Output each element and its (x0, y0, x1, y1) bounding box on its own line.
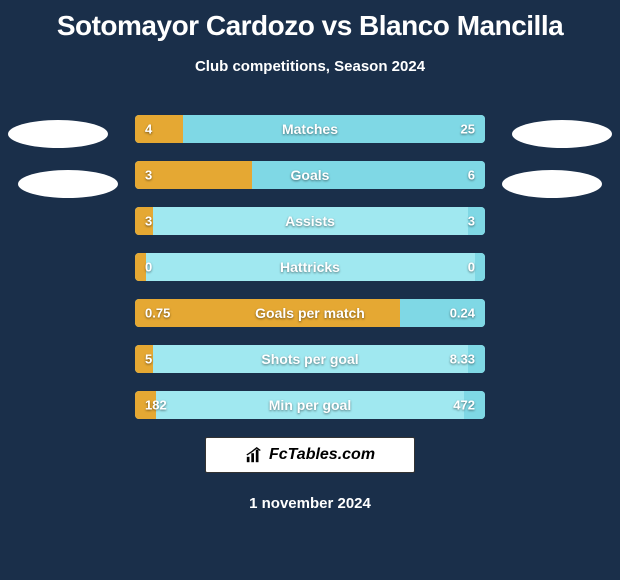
stat-bar: 0 0 Hattricks (135, 253, 485, 281)
bar-value-left: 0 (145, 260, 152, 275)
bar-value-left: 3 (145, 168, 152, 183)
stat-bar: 3 3 Assists (135, 207, 485, 235)
stat-bar: 0.75 0.24 Goals per match (135, 299, 485, 327)
bar-value-right: 0 (468, 260, 475, 275)
bar-value-right: 25 (461, 122, 475, 137)
stat-bar: 182 472 Min per goal (135, 391, 485, 419)
chart-icon (245, 446, 263, 464)
date-text: 1 november 2024 (0, 495, 620, 512)
bar-stat-label: Hattricks (280, 259, 340, 275)
bars-group: 4 25 Matches 3 6 Goals 3 3 Assists 0 0 Hattricks 0.7… (135, 115, 485, 419)
bar-value-right: 0.24 (450, 306, 475, 321)
stat-bar: 3 6 Goals (135, 161, 485, 189)
bar-fill-left (135, 161, 252, 189)
bar-value-right: 472 (453, 398, 475, 413)
bar-fill-left (135, 253, 146, 281)
fctables-logo-badge[interactable]: FcTables.com (205, 437, 415, 473)
player1-avatar-bottom (18, 170, 118, 198)
season-subtitle: Club competitions, Season 2024 (0, 58, 620, 75)
player2-avatar-top (512, 120, 612, 148)
logo-text: FcTables.com (269, 446, 375, 464)
bar-fill-right (252, 161, 485, 189)
bar-value-right: 6 (468, 168, 475, 183)
bar-fill-left (135, 115, 183, 143)
chart-container: 4 25 Matches 3 6 Goals 3 3 Assists 0 0 Hattricks 0.7… (0, 115, 620, 419)
bar-stat-label: Matches (282, 121, 338, 137)
player2-avatar-bottom (502, 170, 602, 198)
stat-bar: 5 8.33 Shots per goal (135, 345, 485, 373)
bar-value-left: 3 (145, 214, 152, 229)
bar-value-left: 0.75 (145, 306, 170, 321)
bar-stat-label: Shots per goal (261, 351, 358, 367)
stat-bar: 4 25 Matches (135, 115, 485, 143)
bar-stat-label: Goals (291, 167, 330, 183)
bar-stat-label: Goals per match (255, 305, 365, 321)
bar-stat-label: Assists (285, 213, 335, 229)
bar-value-left: 4 (145, 122, 152, 137)
player1-avatar-top (8, 120, 108, 148)
bar-stat-label: Min per goal (269, 397, 351, 413)
bar-value-right: 8.33 (450, 352, 475, 367)
bar-value-left: 5 (145, 352, 152, 367)
bar-fill-right (475, 253, 486, 281)
bar-value-left: 182 (145, 398, 167, 413)
bar-value-right: 3 (468, 214, 475, 229)
comparison-title: Sotomayor Cardozo vs Blanco Mancilla (0, 0, 620, 42)
